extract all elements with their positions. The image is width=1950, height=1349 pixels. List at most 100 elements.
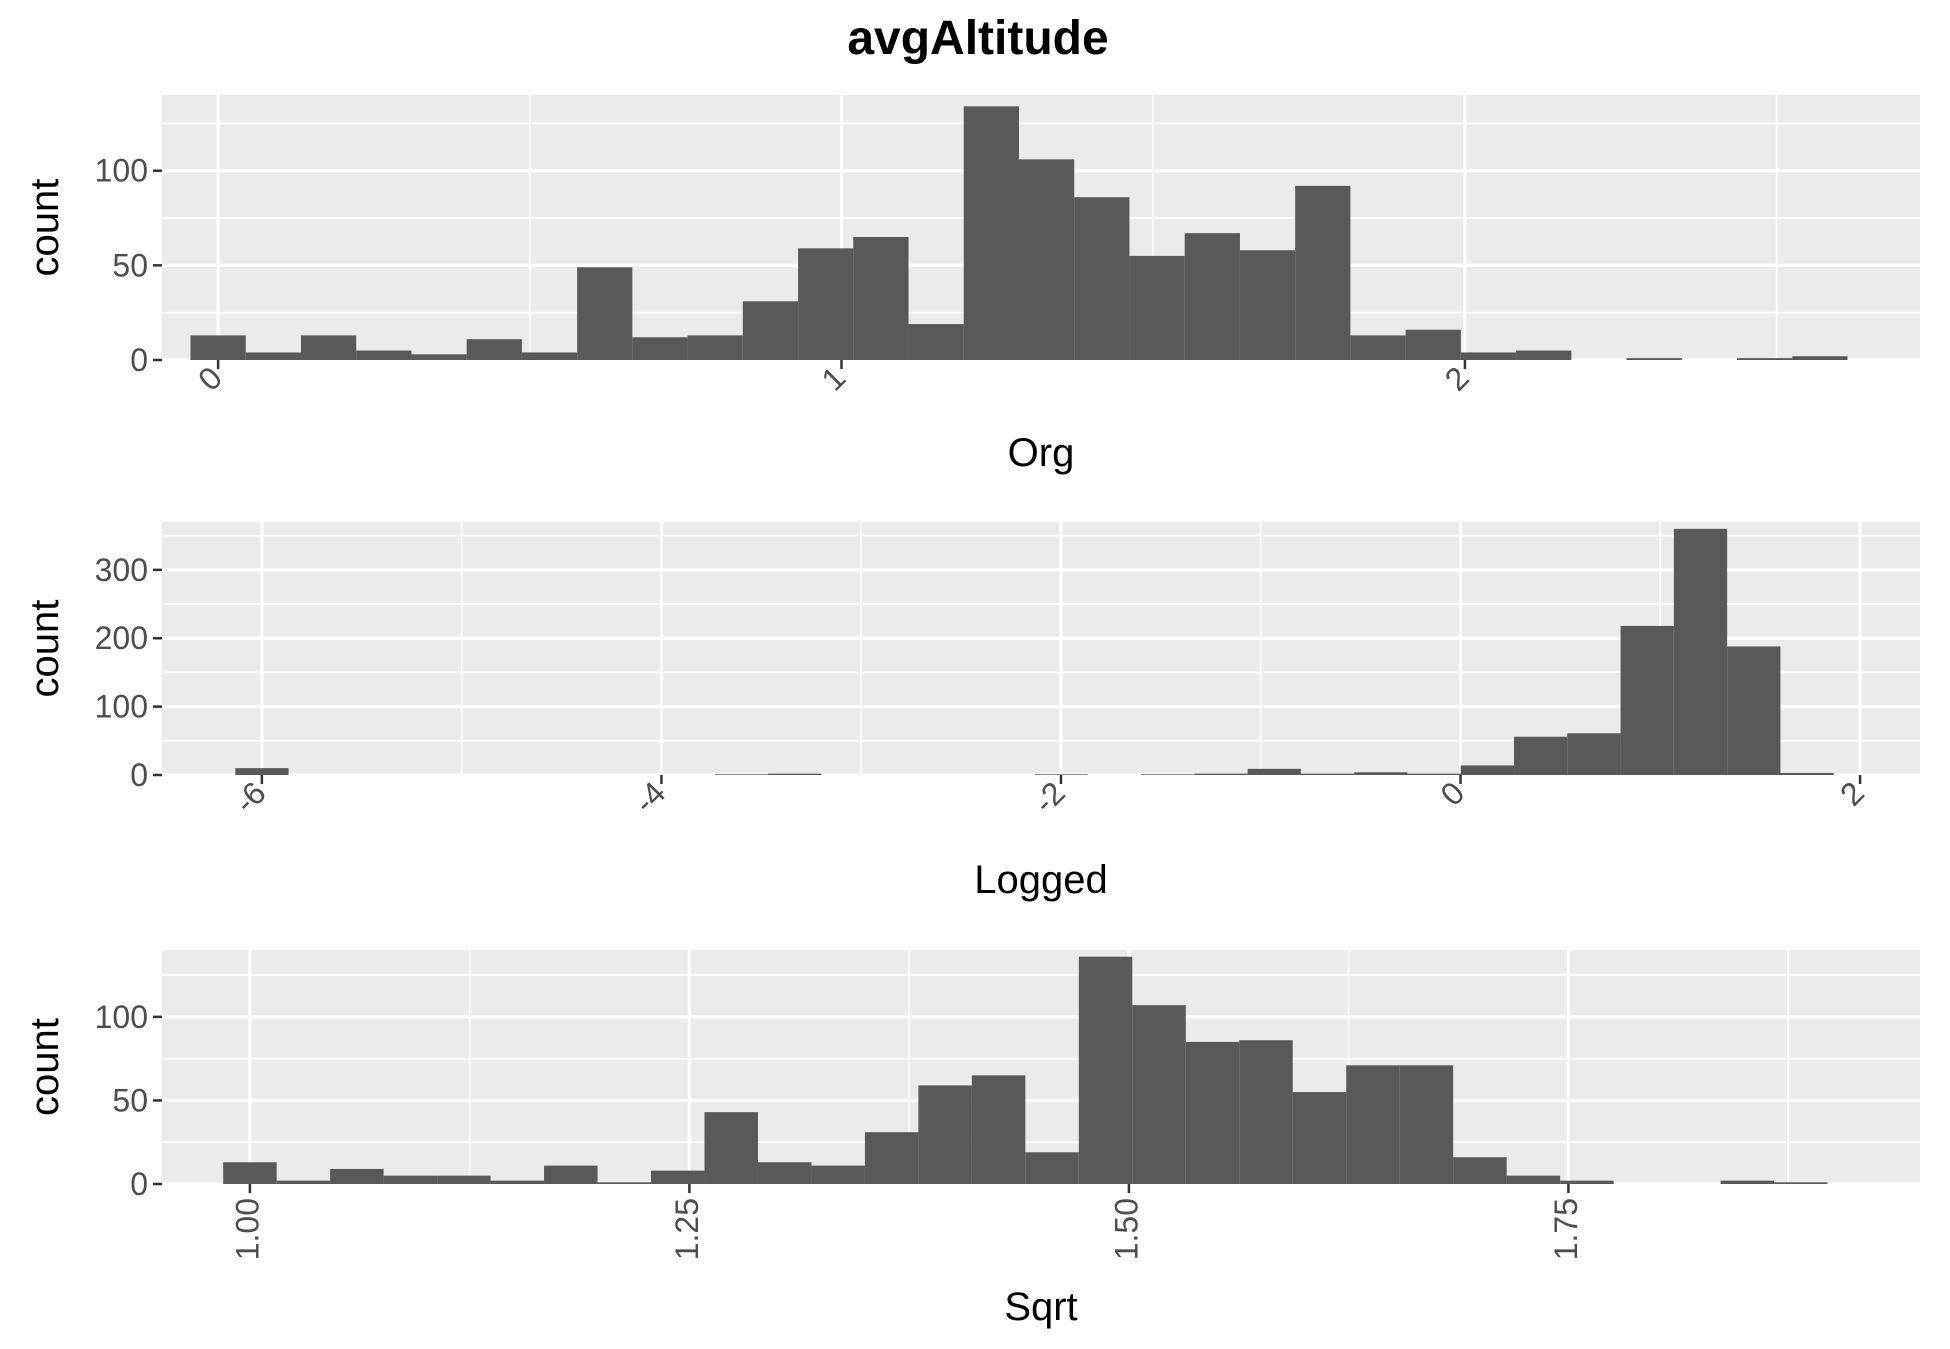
x-tick-label: 1.00 xyxy=(229,1198,265,1260)
y-tick-label: 100 xyxy=(95,999,148,1035)
x-tick-label: 2 xyxy=(1438,359,1476,397)
y-tick-label: 50 xyxy=(112,1082,148,1118)
histogram-bar xyxy=(1185,1041,1240,1184)
panel-background xyxy=(162,950,1920,1184)
x-axis-title: Org xyxy=(1008,431,1075,475)
histogram-bar xyxy=(687,335,743,360)
x-axis-title: Logged xyxy=(974,858,1107,902)
y-axis-title: count xyxy=(23,179,67,277)
histogram-bar xyxy=(864,1132,919,1184)
histogram-bar xyxy=(356,350,412,360)
histogram-bar xyxy=(1074,197,1130,360)
histogram-bar xyxy=(1346,1065,1400,1184)
histogram-bar xyxy=(1292,1092,1347,1184)
histogram-bar xyxy=(1405,329,1461,360)
histogram-bar xyxy=(1460,352,1517,360)
panels: 0 50 100 0 1 2 Org count 0 100 200 300 -6 -4 -2 0 2 Logge… xyxy=(23,95,1920,1329)
x-tick-label: -4 xyxy=(627,774,673,820)
y-tick-label: 100 xyxy=(95,153,148,189)
histogram-bar xyxy=(1560,1180,1614,1184)
histogram-bar xyxy=(544,1165,598,1184)
x-tick-label: 1.75 xyxy=(1548,1198,1584,1260)
x-axis-title: Sqrt xyxy=(1004,1285,1077,1329)
histogram-bar xyxy=(971,1075,1026,1184)
histogram-bar xyxy=(577,267,633,360)
panel-logged: 0 100 200 300 -6 -4 -2 0 2 Logged count xyxy=(23,522,1920,902)
x-tick-label: 0 xyxy=(191,359,229,397)
x-tick-label: 1.50 xyxy=(1108,1198,1144,1260)
chart-title: avgAltitude xyxy=(847,12,1108,65)
histogram-bar xyxy=(768,773,822,775)
histogram-bar xyxy=(1295,185,1351,360)
panel-org: 0 50 100 0 1 2 Org count xyxy=(23,95,1920,475)
histogram-bar xyxy=(466,339,522,360)
histogram-bar xyxy=(853,236,909,360)
histogram-bar xyxy=(223,1162,277,1184)
histogram-bar xyxy=(908,324,964,360)
x-tick-label: -6 xyxy=(227,774,273,820)
x-tick-label: 1.25 xyxy=(669,1198,705,1260)
histogram-bar xyxy=(245,352,301,360)
histogram-bar xyxy=(757,1162,812,1184)
histogram-bar xyxy=(1780,772,1834,775)
histogram-bar xyxy=(918,1085,972,1184)
histogram-bar xyxy=(1514,736,1568,775)
histogram-bar xyxy=(383,1175,438,1184)
histogram-bar xyxy=(1129,255,1185,360)
histogram-bar xyxy=(521,352,578,360)
histogram-bar xyxy=(1247,768,1301,775)
histogram-bar xyxy=(1720,1180,1775,1184)
histogram-bar xyxy=(300,335,357,360)
y-axis-title: count xyxy=(23,600,67,698)
histogram-bar xyxy=(330,1168,384,1184)
histogram-bar xyxy=(1132,1005,1186,1184)
histogram-bar xyxy=(597,1182,652,1184)
y-tick-label: 300 xyxy=(95,552,148,588)
histogram-bar xyxy=(963,106,1019,360)
y-tick-label: 0 xyxy=(130,342,148,378)
histogram-bar xyxy=(1025,1152,1079,1184)
histogram-bar xyxy=(411,354,467,360)
histogram-bar xyxy=(1300,773,1355,775)
histogram-bar xyxy=(276,1180,331,1184)
histogram-bar xyxy=(1078,956,1133,1184)
histogram-bar xyxy=(651,1170,705,1184)
histogram-bar xyxy=(742,301,799,360)
histogram-bar xyxy=(1141,774,1195,775)
y-axis-title: count xyxy=(23,1018,67,1116)
y-tick-label: 200 xyxy=(95,620,148,656)
histogram-bar xyxy=(1516,350,1572,360)
histogram-bar xyxy=(1354,772,1408,775)
y-tick-label: 50 xyxy=(112,247,148,283)
x-tick-label: 0 xyxy=(1433,774,1471,812)
histogram-bar xyxy=(1626,358,1682,360)
y-tick-label: 0 xyxy=(130,757,148,793)
histogram-bar xyxy=(1239,1040,1293,1184)
histogram-bar xyxy=(1034,774,1088,775)
histogram-bar xyxy=(798,248,854,360)
histogram-bar xyxy=(437,1175,491,1184)
histogram-bar xyxy=(1774,1182,1828,1184)
histogram-bar xyxy=(1727,646,1781,775)
histogram-bar xyxy=(1350,335,1406,360)
histogram-bar xyxy=(632,337,688,360)
x-tick-label: 2 xyxy=(1833,774,1871,812)
y-tick-label: 0 xyxy=(130,1166,148,1202)
histogram-bar xyxy=(490,1180,545,1184)
histogram-bar xyxy=(1239,250,1296,360)
histogram-bar xyxy=(1460,765,1515,775)
histogram-bar xyxy=(1673,528,1728,775)
histogram-bar xyxy=(1506,1175,1561,1184)
histogram-bar xyxy=(1194,773,1248,775)
histogram-bar xyxy=(190,335,246,360)
histogram-bar xyxy=(1184,233,1240,360)
histogram-bar xyxy=(1399,1065,1454,1184)
histogram-bar xyxy=(235,768,289,775)
histogram-bar xyxy=(1453,1157,1507,1184)
histogram-bar xyxy=(1407,773,1461,775)
histogram-bar xyxy=(1567,733,1621,775)
histogram-bar xyxy=(811,1165,865,1184)
x-tick-label: -2 xyxy=(1026,774,1072,820)
histogram-bar xyxy=(1620,625,1674,775)
